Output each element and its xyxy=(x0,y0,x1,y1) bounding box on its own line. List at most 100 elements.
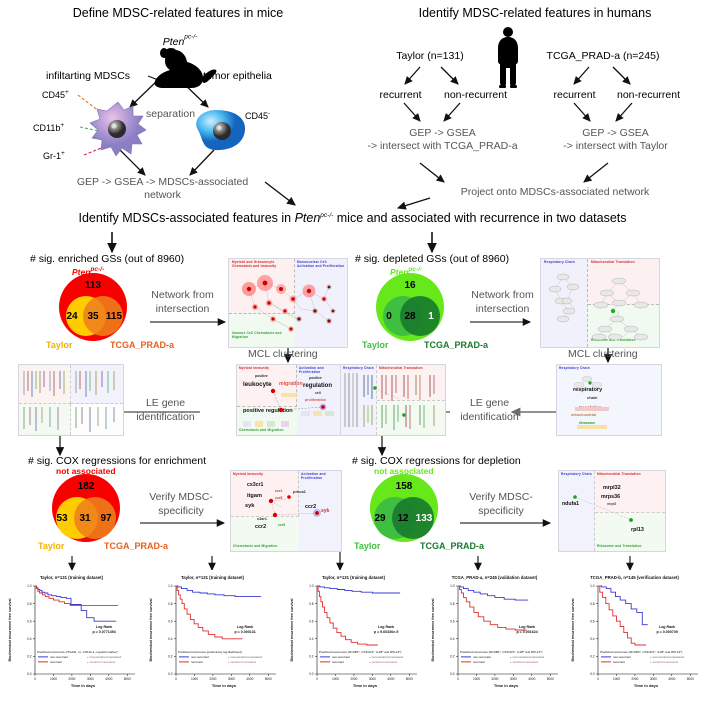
svg-text:non-recurrent: non-recurrent xyxy=(50,655,68,659)
svg-text:3000: 3000 xyxy=(87,677,94,681)
mouse-genotype-label: Ptenpc-/- xyxy=(135,32,225,50)
svg-text:Taylor, n=131 (training datase: Taylor, n=131 (training dataset) xyxy=(40,575,104,580)
svg-text:2000: 2000 xyxy=(350,677,357,681)
gene-c3ar1: c3ar1 xyxy=(257,517,267,521)
svg-text:p = 0.000131: p = 0.000131 xyxy=(234,630,255,634)
svg-text:Biochemical recurrence free su: Biochemical recurrence free survival xyxy=(149,599,153,662)
svg-text:5000: 5000 xyxy=(124,677,131,681)
depleted-venn-tcga-label: TCGA_PRAD-a xyxy=(424,340,489,350)
gene-prkca1: prkca1 xyxy=(293,489,306,494)
middle-banner: Identify MDSCs-associated features in Pt… xyxy=(10,211,695,225)
svg-text:recurrent: recurrent xyxy=(473,660,485,664)
middle-banner-part2: mice and associated with recurrence in t… xyxy=(333,211,627,225)
svg-text:0.0: 0.0 xyxy=(590,672,595,676)
svg-text:Log Rank: Log Rank xyxy=(237,625,253,629)
quad-label-myeloid: Myeloid and Granulocyte Chemotaxis and I… xyxy=(232,260,277,268)
km-canvas: 0.0 0.2 0.4 0.6 0.8 1.0 0 1000 2000 3000 4000 5000 T… xyxy=(431,575,558,688)
gene-edges-enriched xyxy=(268,495,321,518)
svg-text:+ non-recurrent censored: + non-recurrent censored xyxy=(369,655,403,659)
svg-text:0: 0 xyxy=(34,677,36,681)
dgene-quad-resp xyxy=(559,471,596,551)
svg-text:2000: 2000 xyxy=(209,677,216,681)
enriched-venn: 113 24 35 115 xyxy=(55,273,175,343)
wc-word-proliferation: proliferation xyxy=(305,398,326,402)
svg-text:Taylor, n=131 (training datase: Taylor, n=131 (training dataset) xyxy=(322,575,386,580)
svg-text:+ recurrent censored: + recurrent censored xyxy=(87,660,115,664)
cox-enrichment-venn: 182 53 31 97 xyxy=(48,474,168,544)
svg-text:1.0: 1.0 xyxy=(309,584,314,588)
svg-text:0.0: 0.0 xyxy=(450,672,455,676)
quad-immune-migration xyxy=(229,313,296,347)
svg-text:0.2: 0.2 xyxy=(309,655,314,659)
cox-depletion-tcga-label: TCGA_PRAD-a xyxy=(420,541,485,551)
cox-dep-venn-taylor-value: 29 xyxy=(374,513,386,524)
venn-center-value-depleted: 28 xyxy=(404,311,416,322)
marker-gr1-sup: + xyxy=(61,150,65,157)
venn-taylor-value: 24 xyxy=(66,311,78,322)
svg-text:Taylor, n=131 (training datase: Taylor, n=131 (training dataset) xyxy=(181,575,245,580)
tumor-epithelial-cell-icon xyxy=(196,110,246,151)
le-quad-c xyxy=(19,403,71,435)
gene-quad-activation xyxy=(299,471,341,551)
svg-text:0: 0 xyxy=(597,677,599,681)
svg-text:p = 0.000739: p = 0.000739 xyxy=(656,630,677,634)
enriched-venn-outer-label-text: Pten xyxy=(72,266,91,277)
svg-text:0.4: 0.4 xyxy=(309,637,314,641)
survival-plot-1: 0.0 0.2 0.4 0.6 0.8 1.0 0 1000 2000 3000 4000 5000 T… xyxy=(1,570,142,705)
svg-text:1000: 1000 xyxy=(473,677,480,681)
enriched-title: # sig. enriched GSs (out of 8960) xyxy=(30,253,185,265)
enriched-mcl-step-label: MCL clustering xyxy=(248,348,318,360)
svg-text:TCGA_PRAD-a, n=245 (validation: TCGA_PRAD-a, n=245 (validation dataset) xyxy=(452,575,538,580)
enriched-venn-outer-label: Ptenpc-/- xyxy=(72,266,104,277)
wc-label-activation: Activation and Proliferation xyxy=(299,366,324,374)
survival-plot-5: 0.0 0.2 0.4 0.6 0.8 1.0 0 1000 2000 3000 4000 5000 T… xyxy=(564,570,705,705)
km-canvas: 0.0 0.2 0.4 0.6 0.8 1.0 0 1000 2000 3000 4000 5000 T… xyxy=(290,575,417,688)
depleted-gene-panel: Respiratory Chain Mitochondrial Translat… xyxy=(558,470,666,552)
gene-edges-depleted xyxy=(573,495,633,522)
marker-cd45-negative-text: CD45 xyxy=(245,111,269,121)
svg-text:+ non-recurrent censored: + non-recurrent censored xyxy=(650,655,684,659)
cox-depletion-venn: 158 29 12 133 xyxy=(366,474,486,544)
gep-gsea-right-line1: GEP -> GSEA xyxy=(582,127,649,139)
svg-text:Time in days: Time in days xyxy=(212,683,237,688)
svg-text:4000: 4000 xyxy=(387,677,394,681)
survival-plot-4: 0.0 0.2 0.4 0.6 0.8 1.0 0 1000 2000 3000 4000 5000 T… xyxy=(424,570,565,705)
dle-label-respiratory: Respiratory Chain xyxy=(343,366,374,370)
tcga-prada-cohort-label: TCGA_PRAD-a (n=245) xyxy=(546,50,660,62)
mouse-genotype-sup: pc-/- xyxy=(184,33,198,41)
svg-text:1000: 1000 xyxy=(613,677,620,681)
svg-text:recurrent: recurrent xyxy=(613,660,625,664)
svg-text:3000: 3000 xyxy=(369,677,376,681)
svg-text:non-recurrent: non-recurrent xyxy=(191,655,209,659)
cox-dep-venn-center-value: 12 xyxy=(397,513,409,524)
marker-gr1-text: Gr-1 xyxy=(43,151,61,161)
infiltrating-mdsc-label: infiltarting MDSCs xyxy=(46,70,131,82)
gene-mrps36: mrps36 xyxy=(601,494,621,500)
right-section-header: Identify MDSC-related features in humans xyxy=(418,6,652,20)
svg-text:1000: 1000 xyxy=(50,677,57,681)
depleted-venn-outer-label: Ptenpc-/- xyxy=(390,266,422,277)
svg-text:0.8: 0.8 xyxy=(309,602,314,606)
svg-text:Predicted recurrence (prelimin: Predicted recurrence (preliminary log-li… xyxy=(178,650,242,654)
svg-text:Predicted recurrence (MnSB1*,: Predicted recurrence (MnSB1*, CX3CR1*, I… xyxy=(319,650,401,654)
svg-text:0.4: 0.4 xyxy=(590,637,595,641)
dwc-word-respiratory: respiratory xyxy=(573,387,603,393)
svg-text:5000: 5000 xyxy=(265,677,272,681)
svg-text:0.2: 0.2 xyxy=(168,655,173,659)
svg-text:+ recurrent censored: + recurrent censored xyxy=(369,660,397,664)
svg-text:0.0: 0.0 xyxy=(27,672,32,676)
km-canvas: 0.0 0.2 0.4 0.6 0.8 1.0 0 1000 2000 3000 4000 5000 T… xyxy=(149,575,276,688)
gep-gsea-right-line2: -> intersect with Taylor xyxy=(563,140,668,152)
cox-dep-venn-tcga-value: 133 xyxy=(415,513,433,524)
gene-mrpl8: mrpl8 xyxy=(607,502,617,506)
dwc-word-mitochondrial: mitochondrial xyxy=(571,413,597,417)
svg-text:3000: 3000 xyxy=(650,677,657,681)
dgene-label-mito: Mitochondrial Translation xyxy=(597,472,641,476)
cox-depletion-outer-label: not associated xyxy=(374,466,434,476)
wc-quad-myeloid xyxy=(237,365,298,407)
km-canvas: 0.0 0.2 0.4 0.6 0.8 1.0 0 1000 2000 3000 4000 5000 T… xyxy=(8,575,135,688)
dwc-word-chain: chain xyxy=(587,395,598,400)
enriched-venn-taylor-label: Taylor xyxy=(46,340,73,350)
gene-ccr2: ccr2 xyxy=(255,524,267,530)
enriched-venn-outer-label-sup: pc-/- xyxy=(90,266,105,273)
